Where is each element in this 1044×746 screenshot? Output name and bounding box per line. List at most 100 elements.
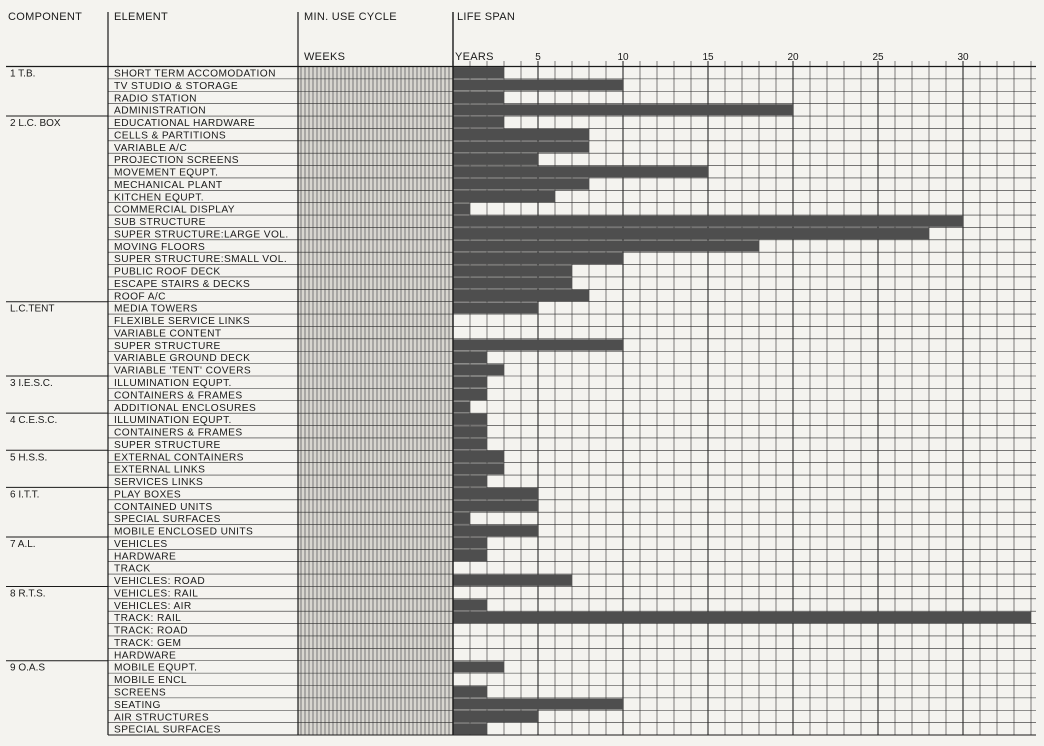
element-label: VARIABLE GROUND DECK xyxy=(114,353,250,364)
element-label: ROOF A/C xyxy=(114,291,166,302)
element-label: SPECIAL SURFACES xyxy=(114,725,221,736)
component-label: 1 T.B. xyxy=(10,69,35,80)
component-label: 3 I.E.S.C. xyxy=(10,378,53,389)
life-span-bar xyxy=(453,463,504,475)
element-label: SHORT TERM ACCOMODATION xyxy=(114,69,276,80)
header-weeks: WEEKS xyxy=(304,51,345,63)
x-tick-label: 25 xyxy=(872,52,884,63)
life-span-bar xyxy=(453,190,555,203)
life-span-bar xyxy=(453,611,1031,623)
element-label: RADIO STATION xyxy=(114,93,197,104)
component-label: L.C.TENT xyxy=(10,304,54,315)
header-element: ELEMENT xyxy=(114,11,168,23)
life-span-bar xyxy=(453,475,487,487)
header-years: YEARS xyxy=(455,51,494,63)
life-span-bar xyxy=(453,438,487,450)
life-span-bar xyxy=(453,215,963,227)
life-span-bar xyxy=(453,512,470,524)
header-component: COMPONENT xyxy=(8,11,82,23)
element-label: ILLUMINATION EQUPT. xyxy=(114,415,232,426)
component-label: 4 C.E.S.C. xyxy=(10,415,57,426)
element-label: TRACK: RAIL xyxy=(114,613,181,624)
element-label: MEDIA TOWERS xyxy=(114,304,198,315)
life-span-bar xyxy=(453,537,487,549)
element-label: CONTAINERS & FRAMES xyxy=(114,390,243,401)
life-span-bar xyxy=(453,302,538,314)
life-span-bar xyxy=(453,661,504,673)
life-span-bar xyxy=(453,351,487,364)
life-span-bar xyxy=(453,401,470,413)
life-span-bar xyxy=(453,178,589,190)
element-label: ILLUMINATION EQUPT. xyxy=(114,378,232,389)
element-label: EXTERNAL CONTAINERS xyxy=(114,452,244,463)
element-label: MOBILE EQUPT. xyxy=(114,663,197,674)
life-span-bar xyxy=(453,364,504,376)
element-label: CELLS & PARTITIONS xyxy=(114,130,226,141)
element-label: VARIABLE 'TENT' COVERS xyxy=(114,366,251,377)
element-label: EXTERNAL LINKS xyxy=(114,465,205,476)
element-label: MOBILE ENCLOSED UNITS xyxy=(114,527,253,538)
life-span-bar xyxy=(453,129,589,141)
life-span-bar xyxy=(453,686,487,698)
element-label: TRACK xyxy=(114,564,151,575)
x-tick-label: 30 xyxy=(957,52,969,63)
life-span-bar xyxy=(453,67,504,79)
element-label: MOVEMENT EQUPT. xyxy=(114,168,218,179)
frame xyxy=(6,12,1036,736)
component-label: 7 A.L. xyxy=(10,539,36,550)
x-tick-label: 15 xyxy=(702,52,714,63)
element-label: MOVING FLOORS xyxy=(114,242,205,253)
element-label: VARIABLE A/C xyxy=(114,143,187,154)
life-span-bar xyxy=(453,426,487,438)
life-span-bar xyxy=(453,228,929,240)
element-label: COMMERCIAL DISPLAY xyxy=(114,205,235,216)
element-label: SUPER STRUCTURE:SMALL VOL. xyxy=(114,254,287,265)
element-label: ADMINISTRATION xyxy=(114,106,206,117)
life-span-bar xyxy=(453,153,538,165)
life-span-bar xyxy=(453,91,504,104)
element-label: KITCHEN EQUPT. xyxy=(114,192,204,203)
element-label: FLEXIBLE SERVICE LINKS xyxy=(114,316,250,327)
life-span-bar xyxy=(453,376,487,388)
life-span-bar xyxy=(453,104,793,116)
life-span-bar xyxy=(453,141,589,153)
header-life-span: LIFE SPAN xyxy=(457,11,515,23)
element-label: SEATING xyxy=(114,700,161,711)
bars xyxy=(453,67,1031,735)
element-label: PROJECTION SCREENS xyxy=(114,155,239,166)
life-span-bar xyxy=(453,79,623,91)
life-span-bar xyxy=(453,240,759,252)
element-label: VARIABLE CONTENT xyxy=(114,328,222,339)
element-label: MECHANICAL PLANT xyxy=(114,180,222,191)
life-span-bar xyxy=(453,710,538,723)
life-span-bar xyxy=(453,488,538,500)
element-label: TRACK: GEM xyxy=(114,638,181,649)
element-label: SCREENS xyxy=(114,688,166,699)
life-span-bar xyxy=(453,339,623,351)
element-label: PLAY BOXES xyxy=(114,489,181,500)
element-label: SUPER STRUCTURE:LARGE VOL. xyxy=(114,229,289,240)
element-label: SUPER STRUCTURE xyxy=(114,440,221,451)
component-label: 2 L.C. BOX xyxy=(10,118,61,129)
component-label: 8 R.T.S. xyxy=(10,588,46,599)
element-label: CONTAINED UNITS xyxy=(114,502,213,513)
element-label: HARDWARE xyxy=(114,551,176,562)
x-tick-label: 20 xyxy=(787,52,799,63)
element-label: SUB STRUCTURE xyxy=(114,217,206,228)
element-label: SPECIAL SURFACES xyxy=(114,514,221,525)
life-span-bar xyxy=(453,599,487,611)
element-label: VEHICLES xyxy=(114,539,168,550)
life-span-bar xyxy=(453,388,487,401)
element-label: SERVICES LINKS xyxy=(114,477,203,488)
x-tick-label: 10 xyxy=(617,52,629,63)
element-label: EDUCATIONAL HARDWARE xyxy=(114,118,255,129)
life-span-bar xyxy=(453,574,572,586)
life-span-bar xyxy=(453,413,487,425)
grid xyxy=(108,61,1036,736)
component-label: 6 I.T.T. xyxy=(10,489,39,500)
header-min-use-cycle: MIN. USE CYCLE xyxy=(304,11,397,23)
x-tick-label: 5 xyxy=(535,52,541,63)
element-label: MOBILE ENCL xyxy=(114,675,187,686)
component-label: 5 H.S.S. xyxy=(10,452,47,463)
